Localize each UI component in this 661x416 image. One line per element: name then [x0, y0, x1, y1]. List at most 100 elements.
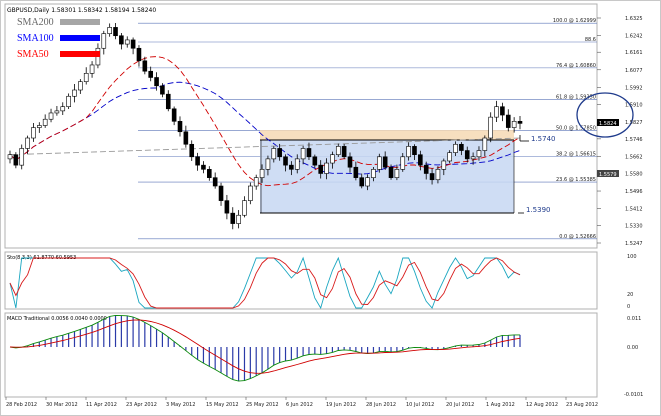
candle [54, 105, 60, 116]
candle [78, 79, 83, 94]
stochastic-panel: Sto(8,3,3) 61.8770 60.5953 100 20 0 [4, 251, 637, 310]
legend-swatch [60, 19, 100, 25]
macd-signal-line [9, 319, 521, 374]
price-tick-label: 1.5827 [625, 120, 643, 126]
candle-body [353, 166, 359, 178]
candle-body [66, 95, 71, 108]
candle-body [78, 81, 83, 91]
candle [406, 142, 411, 161]
candle [447, 150, 452, 164]
candle [230, 207, 236, 230]
date-tick-label: 30 Mar 2012 [46, 402, 78, 408]
candle-body [7, 154, 13, 160]
candle-body [242, 200, 247, 216]
date-tick-label: 11 Apr 2012 [86, 402, 117, 408]
macd-panel: MACD Traditional 0.0056 0.0040 0.0000 0.… [4, 312, 643, 398]
candle-body [19, 148, 25, 166]
candle [494, 100, 499, 123]
symbol-info: GBPUSD,Daily 1.58301 1.58342 1.58194 1.5… [7, 7, 156, 14]
candle [142, 56, 148, 75]
macd-level-top: 0.011 [627, 316, 641, 322]
candle-body [289, 164, 294, 170]
candle-body [89, 64, 95, 74]
candle [365, 174, 370, 191]
candle [89, 61, 95, 78]
candle [488, 112, 493, 143]
candle-body [306, 148, 312, 158]
candle [154, 72, 159, 91]
candle-body [382, 156, 388, 168]
candle [171, 106, 177, 126]
candle-body [13, 154, 19, 166]
range-box [260, 140, 514, 213]
candle-body [207, 169, 212, 178]
candle-body [60, 106, 66, 112]
legend-label: SMA50 [17, 49, 49, 60]
candle [189, 140, 195, 161]
date-tick-label: 25 May 2012 [246, 402, 279, 408]
candle-body [377, 156, 382, 170]
candle-body [130, 39, 136, 49]
candle-body [312, 156, 318, 166]
candle-body [470, 156, 476, 160]
macd-label: MACD Traditional 0.0056 0.0040 0.0000 [7, 316, 107, 322]
candle [37, 122, 42, 133]
candle [330, 151, 335, 169]
candle [470, 152, 476, 165]
price-tick-label: 1.5496 [625, 189, 643, 195]
price-panel: GBPUSD,Daily 1.58301 1.58342 1.58194 1.5… [4, 3, 634, 249]
candle [435, 166, 441, 184]
fib-label: 23.6 @ 1.55385 [556, 177, 596, 183]
candle-body [277, 148, 282, 158]
candle-body [113, 27, 118, 37]
candle-body [160, 85, 165, 95]
candle [31, 123, 36, 142]
candle [107, 23, 112, 37]
candle [253, 174, 259, 190]
legend-label: SMA200 [17, 17, 54, 28]
candle-body [48, 112, 54, 120]
candle [377, 153, 382, 173]
candle-body [212, 177, 218, 187]
candle-body [37, 125, 42, 128]
secondary-price-label: 1.5579 [599, 172, 617, 178]
date-tick-label: 20 Jul 2012 [446, 402, 474, 408]
candle [224, 194, 230, 220]
candle [324, 158, 329, 180]
candle [412, 144, 417, 160]
candle-body [476, 150, 482, 158]
candle [382, 151, 388, 170]
candle-body [394, 169, 400, 178]
candle-body [488, 116, 493, 139]
moving-averages [9, 56, 521, 187]
fib-label: 88.6 [585, 37, 596, 43]
candle-body [54, 110, 60, 114]
candle [464, 146, 470, 163]
candle [289, 161, 294, 176]
candle-body [330, 154, 335, 164]
candle-body [72, 89, 77, 97]
candle [347, 152, 353, 173]
stoch-d-line [9, 257, 521, 309]
candle [265, 155, 271, 176]
candle-body [183, 131, 189, 145]
candle-body [511, 121, 517, 128]
candle [476, 146, 482, 161]
candle-body [341, 146, 347, 158]
candles [7, 23, 523, 230]
candle [248, 182, 253, 205]
candle [48, 108, 54, 123]
candle-body [283, 156, 288, 166]
candle [453, 141, 458, 156]
date-tick-label: 23 Aug 2012 [566, 402, 598, 408]
candle [441, 158, 447, 176]
current-price-box [597, 119, 619, 126]
candle-body [464, 150, 470, 160]
candle-body [412, 146, 417, 156]
candle-body [154, 77, 159, 87]
candle [335, 143, 341, 157]
range-boxes [260, 130, 515, 214]
candle-body [230, 212, 236, 224]
candle [201, 161, 206, 174]
